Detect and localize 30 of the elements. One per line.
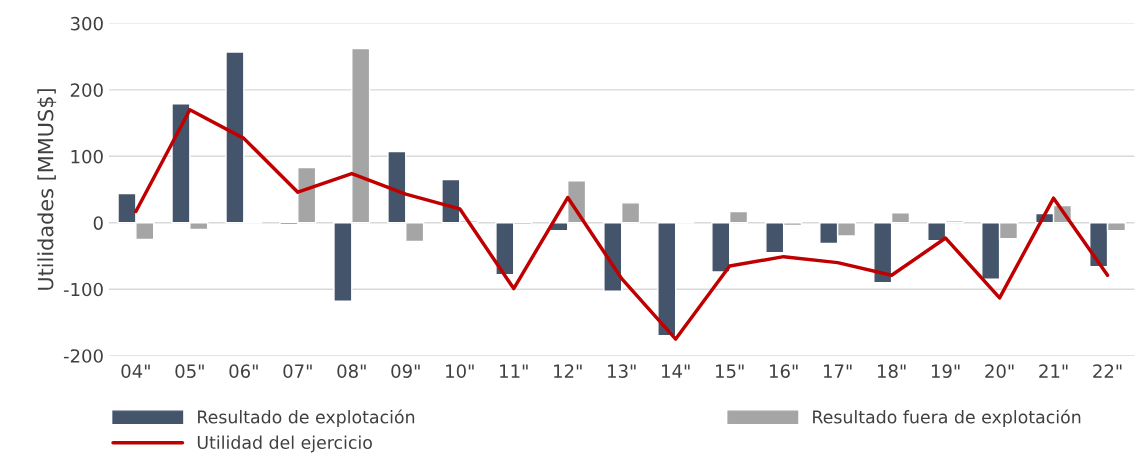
y-axis-title: Utilidades [MMUS$]: [37, 89, 57, 290]
x-tick-label: 16": [770, 364, 798, 378]
legend-label: Resultado fuera de explotación: [813, 409, 1081, 427]
x-tick-label: 11": [500, 364, 528, 378]
legend-label: Resultado de explotación: [198, 409, 415, 427]
x-tick-label: 20": [985, 364, 1014, 378]
x-tick-label: 13": [608, 364, 636, 378]
x-tick-label: 06": [229, 364, 258, 378]
y-tick-label: 300: [70, 16, 103, 31]
y-tick-label: -100: [63, 282, 103, 297]
x-tick-label: 22": [1093, 364, 1122, 378]
x-tick-label: 10": [446, 364, 474, 378]
legend-label: Utilidad del ejercicio: [197, 435, 372, 453]
x-tick-label: 21": [1039, 364, 1068, 378]
y-tick-label: 200: [70, 83, 103, 97]
x-tick-label: 15": [716, 364, 744, 378]
x-tick-label: 09": [391, 364, 420, 378]
x-tick-label: 04": [121, 364, 150, 378]
y-tick-label: 100: [71, 149, 103, 164]
x-tick-label: 17": [823, 364, 852, 378]
x-tick-label: 18": [877, 364, 906, 378]
line-series: [134, 108, 1110, 341]
x-tick-label: 08": [337, 364, 366, 378]
x-tick-label: 14": [662, 364, 690, 378]
y-tick-label: 0: [93, 216, 103, 230]
x-tick-label: 12": [554, 364, 582, 378]
x-tick-label: 07": [283, 364, 312, 378]
x-tick-label: 19": [931, 364, 960, 378]
y-tick-label: -200: [63, 349, 103, 363]
x-tick-label: 05": [175, 364, 204, 378]
